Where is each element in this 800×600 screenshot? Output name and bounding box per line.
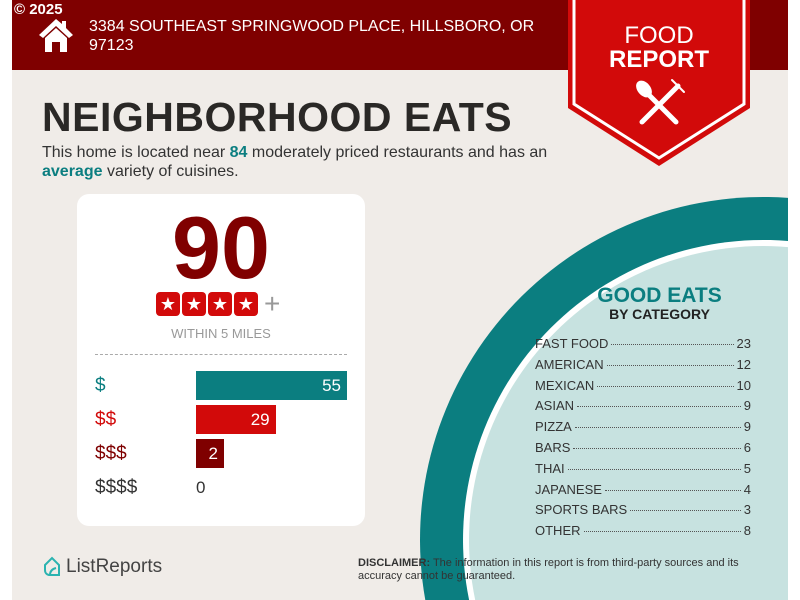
category-name: AMERICAN	[535, 356, 604, 372]
dot-leader	[606, 364, 734, 366]
category-name: PIZZA	[535, 419, 572, 435]
listreports-logo: ListReports	[42, 556, 162, 578]
category-list: FAST FOOD 23 AMERICAN 12 MEXICAN 10 ASIAN 9 PIZZ…	[535, 336, 751, 544]
price-label: $$	[95, 409, 117, 430]
category-item: MEXICAN 10	[535, 378, 751, 399]
plus-icon: +	[264, 288, 281, 319]
category-count: 9	[743, 419, 751, 435]
category-name: FAST FOOD	[535, 336, 609, 351]
page-title: NEIGHBORHOOD EATS	[42, 94, 513, 140]
logo-icon	[44, 556, 60, 576]
dot-leader	[597, 385, 734, 387]
disclaimer-text: The information in this report is from t…	[358, 557, 739, 582]
category-item: FAST FOOD 23	[535, 336, 751, 357]
copyright: © 2025	[14, 1, 63, 18]
category-name: JAPANESE	[535, 481, 602, 497]
dot-leader	[567, 468, 741, 470]
category-count: 8	[743, 523, 751, 539]
price-bar: 0	[196, 478, 206, 497]
category-count: 5	[743, 460, 751, 476]
dot-leader	[630, 510, 741, 512]
dot-leader	[577, 406, 741, 408]
category-count: 12	[736, 356, 751, 372]
category-count: 23	[736, 336, 751, 351]
price-row: $$$ 2	[95, 439, 355, 469]
category-count: 3	[743, 502, 751, 518]
summary-mid: moderately priced restaurants and has an	[247, 144, 548, 161]
category-subtitle: BY CATEGORY	[609, 306, 710, 322]
category-title: GOOD EATS	[597, 284, 722, 307]
category-item: OTHER 8	[535, 523, 751, 544]
price-bar: 55	[196, 371, 347, 400]
summary-post: variety of cuisines.	[102, 163, 239, 180]
category-item: THAI 5	[535, 461, 751, 482]
star-icon: ★	[234, 292, 258, 316]
food-report-page: 3384 SOUTHEAST SPRINGWOOD PLACE, HILLSBO…	[12, 0, 788, 600]
summary-pre: This home is located near	[42, 144, 230, 161]
logo-text: ListReports	[66, 556, 163, 577]
price-label: $$$	[95, 443, 127, 464]
category-item: SPORTS BARS 3	[535, 502, 751, 523]
star-icon: ★	[156, 292, 180, 316]
category-name: MEXICAN	[535, 377, 595, 393]
category-name: ASIAN	[535, 398, 575, 414]
star-rating: ★ ★ ★ ★ +	[156, 288, 281, 319]
category-item: JAPANESE 4	[535, 482, 751, 503]
category-name: OTHER	[535, 523, 581, 539]
category-count: 4	[743, 481, 751, 497]
dot-leader	[574, 427, 741, 429]
ribbon-line-2: REPORT	[608, 46, 709, 73]
divider	[95, 354, 347, 355]
category-count: 6	[743, 439, 751, 455]
variety-level: average	[42, 163, 103, 180]
score-card: 90 ★ ★ ★ ★ + WITHIN 5 MILES $55 $$ 29 $$$ 2 $…	[77, 194, 365, 526]
ribbon-title: FOOD REPORT	[568, 24, 750, 72]
category-name: THAI	[535, 460, 565, 476]
category-count: 10	[736, 377, 751, 393]
category-count: 9	[743, 398, 751, 414]
price-bar: 29	[196, 405, 276, 434]
disclaimer-label: DISCLAIMER:	[358, 557, 431, 569]
price-label: $	[95, 375, 106, 396]
star-icon: ★	[182, 292, 206, 316]
circle-inner-fill	[469, 246, 788, 600]
category-name: BARS	[535, 439, 571, 455]
restaurant-count: 84	[229, 144, 248, 161]
price-row: $55	[95, 371, 355, 401]
food-report-ribbon	[568, 0, 750, 166]
radius-label: WITHIN 5 MILES	[171, 326, 271, 341]
price-row: $$$$ 0	[95, 473, 355, 503]
category-item: PIZZA 9	[535, 419, 751, 440]
fork-spoon-icon	[636, 79, 685, 125]
dot-leader	[604, 489, 741, 491]
house-icon	[39, 19, 73, 52]
category-item: ASIAN 9	[535, 398, 751, 419]
category-heading: GOOD EATS BY CATEGORY	[552, 284, 767, 322]
dot-leader	[611, 344, 734, 345]
ribbon-line-1: FOOD	[624, 22, 694, 49]
dot-leader	[573, 447, 741, 449]
star-icon: ★	[208, 292, 232, 316]
decorative-circle	[420, 196, 788, 600]
price-bar: 2	[196, 439, 224, 468]
dot-leader	[583, 531, 741, 533]
disclaimer: DISCLAIMER: The information in this repo…	[358, 557, 778, 583]
property-address: 3384 SOUTHEAST SPRINGWOOD PLACE, HILLSBO…	[89, 18, 535, 54]
restaurant-score: 90	[172, 198, 270, 297]
price-row: $$ 29	[95, 405, 355, 435]
price-label: $$$$	[95, 477, 138, 498]
category-item: BARS 6	[535, 440, 751, 461]
category-name: SPORTS BARS	[535, 502, 628, 518]
category-item: AMERICAN 12	[535, 357, 751, 378]
summary-text: This home is located near 84 moderately …	[42, 143, 562, 181]
